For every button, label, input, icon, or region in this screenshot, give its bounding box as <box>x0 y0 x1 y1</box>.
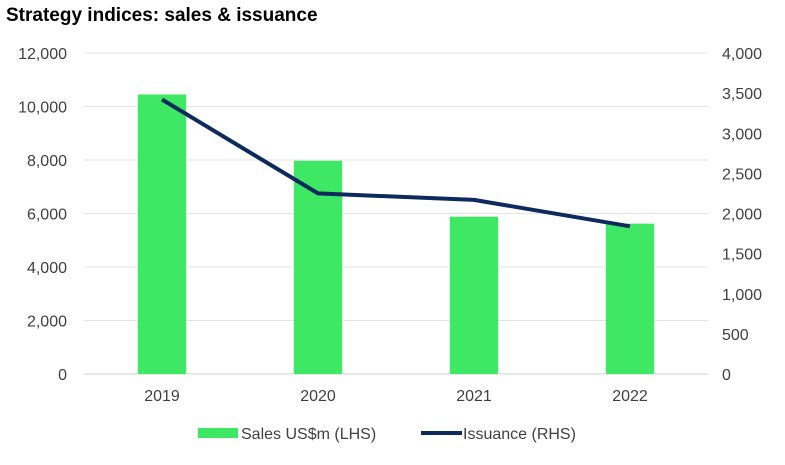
x-axis-ticks: 2019 2020 2021 2022 <box>144 388 648 405</box>
left-axis-tick-label: 0 <box>58 367 67 384</box>
right-axis-tick-label: 3,000 <box>722 126 762 143</box>
x-axis-tick-label: 2021 <box>456 388 492 405</box>
left-axis-tick-label: 10,000 <box>18 100 67 117</box>
legend-label-issuance: Issuance (RHS) <box>463 426 576 443</box>
bar <box>605 223 655 374</box>
bar <box>449 216 499 374</box>
legend-label-sales: Sales US$m (LHS) <box>241 426 376 443</box>
chart-title: Strategy indices: sales & issuance <box>6 5 318 26</box>
left-axis-tick-label: 8,000 <box>27 153 67 170</box>
x-axis-tick-label: 2020 <box>300 388 336 405</box>
left-axis-tick-label: 2,000 <box>27 314 67 331</box>
right-axis-tick-label: 1,500 <box>722 247 762 264</box>
left-axis-ticks: 0 2,000 4,000 6,000 8,000 10,000 12,000 <box>18 46 67 384</box>
x-axis-tick-label: 2019 <box>144 388 180 405</box>
right-axis-tick-label: 3,500 <box>722 86 762 103</box>
legend-swatch-sales <box>198 428 238 438</box>
right-axis-tick-label: 1,000 <box>722 287 762 304</box>
right-axis-tick-label: 4,000 <box>722 46 762 63</box>
bar-series <box>137 94 655 375</box>
line-series <box>160 97 631 229</box>
gridlines <box>84 52 708 375</box>
x-axis-tick-label: 2022 <box>612 388 648 405</box>
issuance-line <box>160 97 631 229</box>
right-axis-tick-label: 0 <box>722 367 731 384</box>
bar <box>293 160 343 374</box>
right-axis-ticks: 0 500 1,000 1,500 2,000 2,500 3,000 3,500 4,000 <box>722 46 762 384</box>
legend: Sales US$m (LHS) Issuance (RHS) <box>198 426 576 443</box>
right-axis-tick-label: 500 <box>722 327 749 344</box>
right-axis-tick-label: 2,500 <box>722 166 762 183</box>
left-axis-tick-label: 6,000 <box>27 207 67 224</box>
right-axis-tick-label: 2,000 <box>722 207 762 224</box>
bar <box>137 94 187 375</box>
left-axis-tick-label: 12,000 <box>18 46 67 63</box>
left-axis-tick-label: 4,000 <box>27 260 67 277</box>
